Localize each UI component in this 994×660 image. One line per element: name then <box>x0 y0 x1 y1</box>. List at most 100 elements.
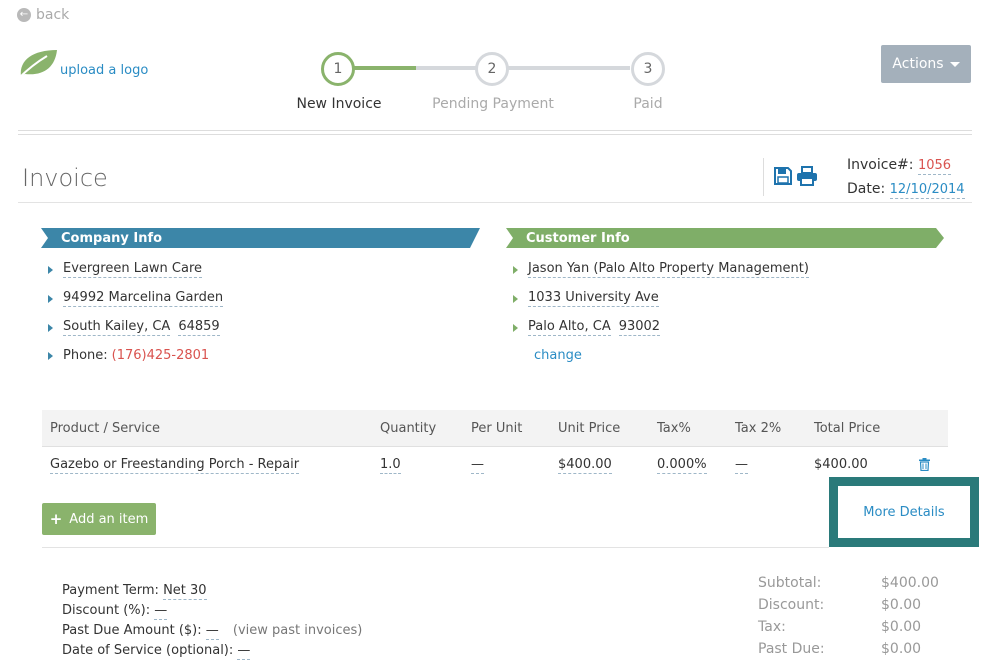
step-2-circle: 2 <box>475 52 509 86</box>
company-info-header: Company Info <box>41 228 480 248</box>
back-link[interactable]: ← back <box>17 7 69 23</box>
step-3-circle: 3 <box>631 52 665 86</box>
company-phone-row: Phone: (176)425-2801 <box>48 348 209 363</box>
tax-total-label: Tax: <box>758 619 786 635</box>
print-icon[interactable] <box>796 166 818 186</box>
row-per-unit-field[interactable]: — <box>471 457 484 474</box>
service-date-field[interactable]: — <box>237 643 251 660</box>
customer-city-field[interactable]: Palo Alto, CA <box>528 319 611 336</box>
company-city-row: South Kailey, CA 64859 <box>48 319 220 336</box>
bullet-arrow-icon <box>48 351 53 360</box>
divider <box>763 158 764 196</box>
bullet-arrow-icon <box>48 323 53 332</box>
discount-row: Discount (%): — <box>62 603 168 620</box>
subtotal-label: Subtotal: <box>758 575 822 591</box>
row-unit-price-field[interactable]: $400.00 <box>558 457 612 474</box>
invoice-number-row: Invoice#: 1056 <box>847 157 952 175</box>
customer-zip-field[interactable]: 93002 <box>618 319 661 336</box>
column-header-per-unit: Per Unit <box>471 421 523 436</box>
discount-total-label: Discount: <box>758 597 825 613</box>
payment-term-label: Payment Term: <box>62 583 159 598</box>
actions-dropdown-button[interactable]: Actions <box>881 45 971 83</box>
view-past-invoices-link[interactable]: (view past invoices) <box>232 623 363 638</box>
section-divider <box>42 547 829 548</box>
section-divider <box>18 202 972 203</box>
customer-info-header: Customer Info <box>506 228 944 248</box>
customer-street-row: 1033 University Ave <box>513 290 659 307</box>
payment-term-field[interactable]: Net 30 <box>163 583 207 600</box>
actions-label: Actions <box>892 56 944 72</box>
table-header <box>42 410 948 446</box>
caret-down-icon <box>949 61 960 67</box>
company-city-field[interactable]: South Kailey, CA <box>63 319 171 336</box>
column-header-unit-price: Unit Price <box>558 421 621 436</box>
customer-name-row: Jason Yan (Palo Alto Property Management… <box>513 261 809 278</box>
company-street-field[interactable]: 94992 Marcelina Garden <box>63 290 224 307</box>
row-tax-field[interactable]: 0.000% <box>657 457 707 474</box>
column-header-total: Total Price <box>814 421 881 436</box>
bullet-arrow-icon <box>513 265 518 274</box>
past-due-total-label: Past Due: <box>758 641 825 657</box>
row-tax2-field[interactable]: — <box>735 457 748 474</box>
header-divider <box>18 130 972 135</box>
subtotal-value: $400.00 <box>881 575 939 591</box>
change-customer-link[interactable]: change <box>534 348 582 363</box>
customer-street-field[interactable]: 1033 University Ave <box>528 290 659 307</box>
invoice-number-label: Invoice#: <box>847 157 914 173</box>
payment-term-row: Payment Term: Net 30 <box>62 583 207 600</box>
step-progress-line <box>508 66 630 70</box>
company-name-field[interactable]: Evergreen Lawn Care <box>63 261 203 278</box>
past-due-row: Past Due Amount ($): — (view past invoic… <box>62 623 363 640</box>
service-date-row: Date of Service (optional): — <box>62 643 251 660</box>
more-details-highlight: More Details <box>829 477 979 547</box>
bullet-arrow-icon <box>513 323 518 332</box>
service-date-label: Date of Service (optional): <box>62 643 234 658</box>
invoice-number-field[interactable]: 1056 <box>917 158 952 175</box>
bullet-arrow-icon <box>513 294 518 303</box>
step-2-label: Pending Payment <box>432 96 554 112</box>
column-header-product: Product / Service <box>50 421 161 436</box>
add-item-button[interactable]: + Add an item <box>42 503 156 535</box>
table-row-divider <box>42 446 948 447</box>
bullet-arrow-icon <box>48 294 53 303</box>
column-header-tax: Tax% <box>657 421 691 436</box>
more-details-link[interactable]: More Details <box>863 504 945 520</box>
leaf-logo-icon <box>18 50 57 79</box>
step-1-label: New Invoice <box>296 96 382 112</box>
column-header-tax2: Tax 2% <box>735 421 782 436</box>
invoice-date-row: Date: 12/10/2014 <box>847 181 965 199</box>
page-title: Invoice <box>22 164 108 192</box>
row-product-field[interactable]: Gazebo or Freestanding Porch - Repair <box>50 457 300 474</box>
bullet-arrow-icon <box>48 265 53 274</box>
step-1-circle: 1 <box>321 52 355 86</box>
customer-name-field[interactable]: Jason Yan (Palo Alto Property Management… <box>528 261 809 278</box>
column-header-quantity: Quantity <box>380 421 437 436</box>
row-total-price: $400.00 <box>814 457 868 472</box>
arrow-left-icon: ← <box>17 8 31 22</box>
step-progress-line <box>416 66 476 70</box>
invoice-date-field[interactable]: 12/10/2014 <box>889 182 965 199</box>
upload-logo-link[interactable]: upload a logo <box>60 63 149 78</box>
company-phone-label: Phone: <box>63 348 108 363</box>
plus-icon: + <box>49 510 63 528</box>
add-item-label: Add an item <box>69 511 149 527</box>
discount-total-value: $0.00 <box>881 597 922 613</box>
trash-icon[interactable] <box>919 458 930 471</box>
company-name-row: Evergreen Lawn Care <box>48 261 203 278</box>
past-due-label: Past Due Amount ($): <box>62 623 202 638</box>
tax-total-value: $0.00 <box>881 619 922 635</box>
step-3-label: Paid <box>633 96 663 112</box>
company-phone-field[interactable]: (176)425-2801 <box>111 348 210 363</box>
past-due-field[interactable]: — <box>205 623 219 640</box>
back-label: back <box>36 7 70 23</box>
company-zip-field[interactable]: 64859 <box>178 319 220 336</box>
past-due-total-value: $0.00 <box>881 641 922 657</box>
customer-city-row: Palo Alto, CA 93002 <box>513 319 661 336</box>
discount-field[interactable]: — <box>154 603 168 620</box>
save-icon[interactable] <box>773 166 793 186</box>
invoice-date-label: Date: <box>847 181 886 197</box>
row-quantity-field[interactable]: 1.0 <box>380 457 401 474</box>
discount-label: Discount (%): <box>62 603 151 618</box>
company-street-row: 94992 Marcelina Garden <box>48 290 224 307</box>
step-progress-done <box>354 66 416 70</box>
